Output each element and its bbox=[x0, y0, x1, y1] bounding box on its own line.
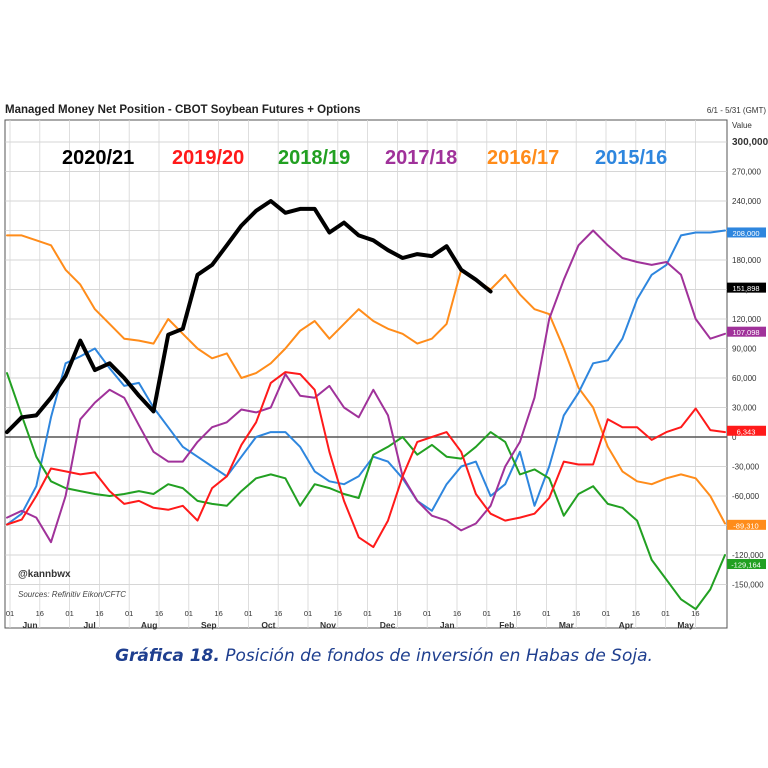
end-value-label: -129,164 bbox=[731, 561, 761, 570]
end-value-label: -89,310 bbox=[733, 521, 758, 530]
x-month-label: Aug bbox=[141, 620, 158, 630]
y-tick-label: 270,000 bbox=[732, 168, 761, 177]
end-value-label: 6,343 bbox=[737, 427, 756, 436]
y-tick-label: 300,000 bbox=[732, 137, 768, 148]
series-line-2016-17 bbox=[6, 234, 726, 525]
x-month-label: May bbox=[677, 620, 694, 630]
value-axis-label: Value bbox=[732, 121, 752, 130]
end-value-label: 208,000 bbox=[732, 229, 759, 238]
x-tick-label: 01 bbox=[542, 609, 550, 618]
y-tick-label: 240,000 bbox=[732, 197, 761, 206]
x-month-label: Sep bbox=[201, 620, 217, 630]
end-value-tag bbox=[727, 519, 766, 530]
x-tick-label: 16 bbox=[334, 609, 342, 618]
x-tick-label: 16 bbox=[155, 609, 163, 618]
x-month-label: Feb bbox=[499, 620, 514, 630]
x-tick-label: 16 bbox=[214, 609, 222, 618]
x-tick-label: 01 bbox=[125, 609, 133, 618]
x-month-label: Nov bbox=[320, 620, 336, 630]
x-tick-label: 01 bbox=[185, 609, 193, 618]
x-month-label: Dec bbox=[380, 620, 396, 630]
x-tick-label: 16 bbox=[512, 609, 520, 618]
y-tick-label: -60,000 bbox=[732, 492, 760, 501]
series-line-2020-21 bbox=[5, 199, 493, 435]
series-line-2017-18 bbox=[6, 229, 726, 544]
y-tick-label: 180,000 bbox=[732, 256, 761, 265]
source-note: Sources: Refinitiv Eikon/CFTC bbox=[18, 590, 126, 599]
x-month-label: Jan bbox=[440, 620, 455, 630]
date-range-label: 6/1 - 5/31 (GMT) bbox=[707, 106, 766, 115]
x-tick-label: 01 bbox=[363, 609, 371, 618]
legend-item-2015-16: 2015/16 bbox=[595, 147, 667, 169]
x-tick-label: 16 bbox=[36, 609, 44, 618]
x-tick-label: 16 bbox=[393, 609, 401, 618]
x-month-label: Jun bbox=[22, 620, 37, 630]
x-month-label: Mar bbox=[559, 620, 575, 630]
x-month-label: Jul bbox=[83, 620, 95, 630]
x-tick-label: 16 bbox=[274, 609, 282, 618]
chart-title: Managed Money Net Position - CBOT Soybea… bbox=[5, 104, 361, 116]
y-tick-label: 0 bbox=[732, 433, 737, 442]
legend-item-2018-19: 2018/19 bbox=[278, 147, 350, 169]
x-tick-label: 01 bbox=[304, 609, 312, 618]
y-tick-label: 60,000 bbox=[732, 374, 757, 383]
x-month-label: Apr bbox=[619, 620, 634, 630]
end-value-tag bbox=[727, 425, 766, 436]
x-month-label: Oct bbox=[261, 620, 275, 630]
x-tick-label: 01 bbox=[244, 609, 252, 618]
end-value-label: 107,098 bbox=[732, 328, 759, 337]
x-tick-label: 01 bbox=[602, 609, 610, 618]
figure-caption: Gráfica 18. Posición de fondos de invers… bbox=[0, 646, 768, 666]
legend-item-2017-18: 2017/18 bbox=[385, 147, 457, 169]
end-value-tag bbox=[727, 559, 766, 570]
watermark-handle: @kannbwx bbox=[18, 569, 71, 580]
series-line-2015-16 bbox=[6, 229, 726, 526]
x-tick-label: 16 bbox=[691, 609, 699, 618]
y-tick-label: 90,000 bbox=[732, 345, 757, 354]
y-tick-label: -120,000 bbox=[732, 551, 764, 560]
x-tick-label: 16 bbox=[95, 609, 103, 618]
legend-item-2019-20: 2019/20 bbox=[172, 147, 244, 169]
y-tick-label: -30,000 bbox=[732, 463, 760, 472]
end-value-tag bbox=[727, 227, 766, 238]
legend-item-2020-21: 2020/21 bbox=[62, 147, 134, 169]
x-tick-label: 01 bbox=[483, 609, 491, 618]
y-tick-label: 30,000 bbox=[732, 404, 757, 413]
x-tick-label: 16 bbox=[453, 609, 461, 618]
end-value-label: 151,898 bbox=[732, 284, 759, 293]
end-value-tag bbox=[727, 282, 766, 293]
y-tick-label: 120,000 bbox=[732, 315, 761, 324]
legend-item-2016-17: 2016/17 bbox=[487, 147, 559, 169]
x-tick-label: 01 bbox=[661, 609, 669, 618]
series-line-2018-19 bbox=[6, 372, 726, 611]
end-value-tag bbox=[727, 326, 766, 337]
caption-text: Posición de fondos de inversión en Habas… bbox=[219, 646, 653, 666]
caption-number: Gráfica 18. bbox=[115, 646, 220, 666]
x-tick-label: 16 bbox=[632, 609, 640, 618]
y-tick-label: -150,000 bbox=[732, 581, 764, 590]
x-tick-label: 01 bbox=[65, 609, 73, 618]
x-tick-label: 16 bbox=[572, 609, 580, 618]
series-line-2019-20 bbox=[6, 371, 726, 549]
x-tick-label: 01 bbox=[423, 609, 431, 618]
x-tick-label: 01 bbox=[6, 609, 14, 618]
